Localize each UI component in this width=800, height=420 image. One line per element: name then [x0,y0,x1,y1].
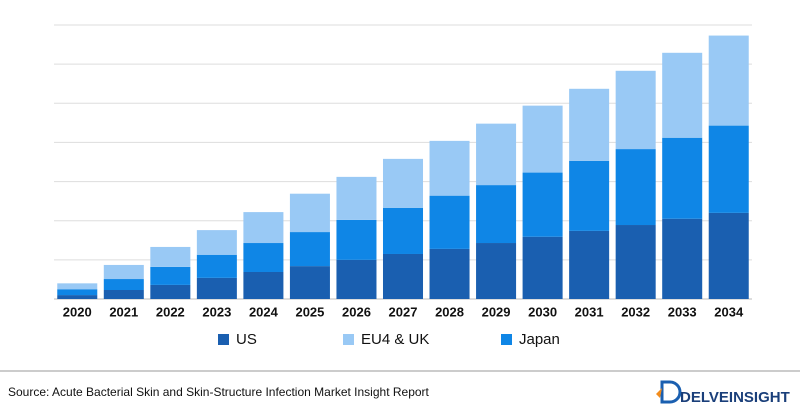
bar-segment [429,248,470,299]
bar-segment [150,266,191,285]
bar-segment [103,289,144,299]
bar-segment [476,243,517,299]
x-tick-label: 2029 [482,304,511,319]
bar-segment [708,125,749,213]
x-tick-label: 2032 [621,304,650,319]
bar-segment [103,264,144,280]
bar-segment [429,195,470,249]
legend-label: EU4 & UK [361,331,429,348]
x-tick-label: 2031 [575,304,604,319]
bar-segment [196,254,237,278]
x-tick-label: 2030 [528,304,557,319]
x-tick-label: 2020 [63,304,92,319]
bar-segment [382,158,424,208]
bar-segment [336,259,377,299]
bar-segment [476,123,517,186]
x-tick-label: 2028 [435,304,464,319]
bar-segment [662,52,703,138]
bar-segment [615,225,656,299]
x-tick-label: 2022 [156,304,185,319]
bar-segment [336,176,377,220]
bar-segment [57,289,98,296]
bar-segment [522,105,563,173]
bar-segment [103,279,144,290]
bar-segment [522,172,563,237]
bar-segment [289,266,330,299]
bar-segment [150,246,191,267]
bar-segment [382,253,424,299]
bar-segment [569,88,610,161]
x-tick-label: 2021 [109,304,138,319]
bar-segment [57,283,98,290]
bar-segment [243,243,284,272]
bar-segment [289,193,330,233]
bar-segment [429,140,470,196]
legend-swatch [501,334,512,345]
bar-segment [476,185,517,244]
source-note: Source: Acute Bacterial Skin and Skin-St… [8,385,430,399]
logo-mark [660,380,682,404]
x-tick-label: 2023 [202,304,231,319]
logo: DELVEINSIGHT [656,380,790,406]
bar-segment [243,271,284,299]
x-tick-label: 2026 [342,304,371,319]
bar-segment [662,137,703,219]
bar-segment [708,212,749,299]
bar-segment [243,212,284,244]
bar-segment [522,236,563,299]
bar-segment [382,207,424,254]
bar-segment [196,277,237,299]
bar-segment [289,232,330,267]
x-tick-label: 2025 [295,304,324,319]
bar-segment [662,218,703,299]
bar-segment [57,295,98,299]
logo-text: DELVEINSIGHT [680,389,790,406]
bar-segment [150,284,191,299]
bar-segment [336,219,377,260]
bar-segment [708,35,749,126]
x-tick-label: 2024 [249,304,279,319]
legend-swatch [218,334,229,345]
bar-segment [615,70,656,150]
x-tick-label: 2033 [668,304,697,319]
legend-swatch [343,334,354,345]
bar-segment [196,230,237,255]
bar-segment [615,149,656,226]
legend-label: Japan [519,331,560,348]
logo-accent [656,388,662,398]
x-tick-label: 2027 [389,304,418,319]
bar-segment [569,160,610,231]
bar-segment [569,230,610,299]
x-tick-label: 2034 [714,304,744,319]
legend-label: US [236,331,257,348]
